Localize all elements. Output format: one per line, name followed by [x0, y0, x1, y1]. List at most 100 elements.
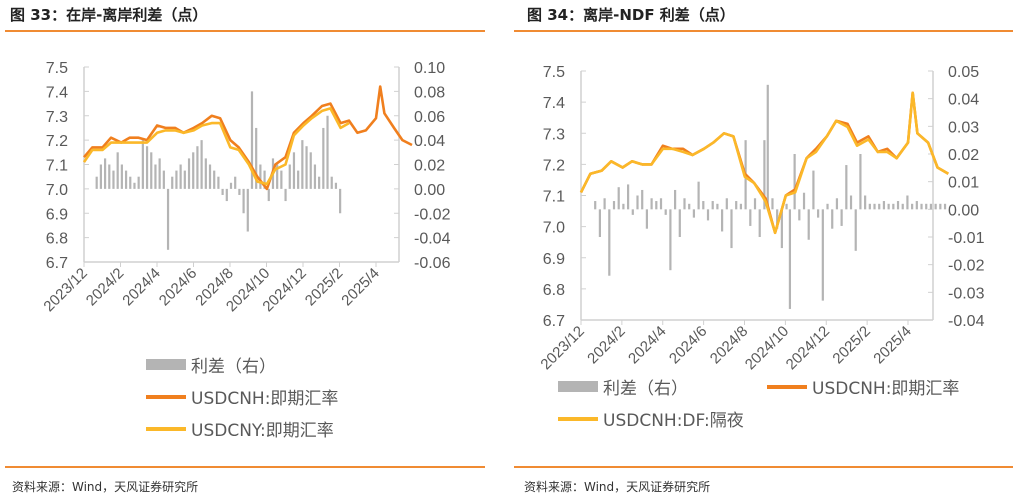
- spread-bar: [758, 209, 761, 237]
- y-tick-label-left: 6.8: [46, 231, 68, 248]
- spread-bar: [292, 152, 296, 189]
- spread-bar: [166, 188, 170, 250]
- legend-swatch-line: [767, 384, 807, 389]
- spread-bar: [204, 158, 207, 189]
- y-tick-label-left: 7.4: [46, 84, 68, 101]
- spread-bar: [678, 209, 681, 237]
- spread-bar: [276, 164, 279, 189]
- spread-bar: [749, 209, 752, 226]
- spread-bar: [669, 209, 672, 271]
- spread-bar: [939, 203, 942, 210]
- spread-bar: [915, 201, 918, 210]
- spread-bar: [776, 209, 779, 229]
- footer-divider: [514, 466, 1013, 468]
- spread-bar: [208, 164, 212, 189]
- footer-divider: [5, 466, 485, 468]
- y-tick-label-right: -0.02: [948, 258, 985, 275]
- x-tick-label: 2025/4: [338, 265, 382, 309]
- spread-bar: [612, 201, 616, 210]
- spread-bar: [301, 140, 304, 189]
- spread-bar: [175, 170, 178, 189]
- y-tick-label-right: 0.05: [948, 64, 979, 81]
- spread-bar: [263, 170, 266, 189]
- spread-bar: [145, 146, 149, 189]
- y-tick-label-right: 0.02: [414, 158, 445, 175]
- spread-bar: [309, 152, 312, 189]
- spread-bar: [95, 176, 98, 189]
- spread-bar: [920, 203, 923, 210]
- spread-bar: [322, 127, 325, 189]
- y-tick-label-left: 7.5: [46, 60, 68, 77]
- spread-bar: [133, 182, 136, 189]
- spread-bar: [711, 201, 714, 210]
- spread-bar: [259, 164, 262, 189]
- spread-bar: [725, 198, 728, 210]
- spread-bar: [817, 209, 820, 218]
- y-tick-label-left: 7.0: [46, 182, 68, 199]
- legend-swatch-line: [146, 426, 186, 431]
- spread-bar: [766, 84, 769, 210]
- spread-bar: [103, 158, 107, 189]
- y-tick-label-right: 0.02: [948, 147, 979, 164]
- y-tick-label-left: 6.9: [46, 206, 68, 223]
- spread-bar: [238, 188, 241, 195]
- legend-label: USDCNH:即期汇率: [191, 389, 339, 409]
- spread-bar: [780, 209, 783, 249]
- spread-bar: [171, 176, 174, 189]
- spread-bar: [868, 203, 871, 210]
- y-tick-label-left: 6.9: [543, 251, 565, 268]
- legend-swatch-bar: [146, 359, 186, 370]
- spread-bar: [878, 203, 881, 210]
- spread-bar: [313, 164, 317, 189]
- y-tick-label-right: 0.08: [414, 84, 445, 101]
- spread-bar: [183, 170, 186, 189]
- legend-label: USDCNH:DF:隔夜: [603, 411, 744, 431]
- spread-bar: [217, 176, 220, 189]
- spread-bar: [284, 188, 287, 202]
- spread-bar: [826, 203, 829, 210]
- spread-bar: [901, 203, 904, 210]
- y-tick-label-right: 0.04: [948, 92, 979, 109]
- y-tick-label-left: 7.3: [543, 126, 565, 143]
- spread-bar: [882, 201, 886, 210]
- spread-bar: [622, 203, 625, 210]
- spread-bar: [650, 198, 653, 210]
- legend-label: USDCNH:即期汇率: [812, 379, 960, 399]
- legend-swatch-bar: [558, 381, 598, 392]
- series-line: [83, 85, 413, 191]
- title-divider: [5, 30, 485, 32]
- spread-bar: [840, 209, 843, 226]
- spread-bar: [664, 209, 667, 215]
- chart-title: 图 33：在岸-离岸利差（点）: [10, 6, 208, 24]
- chart-1: 7.5 7.4 7.3 7.2 7.1 7.0 6.9 6.8 6.7 0.10 0.08 0.06 0…: [40, 60, 450, 315]
- spread-bar: [812, 170, 815, 210]
- spread-bar: [831, 209, 834, 229]
- spread-bar: [739, 203, 743, 210]
- spread-bar: [763, 140, 766, 210]
- spread-bar: [659, 198, 663, 210]
- spread-bar: [793, 154, 796, 210]
- legend-label: 利差（右）: [191, 357, 276, 377]
- title-divider: [514, 30, 1013, 32]
- x-tick-label: 2024/4: [625, 323, 669, 367]
- legend-item-usdcny: USDCNY:即期汇率: [146, 416, 334, 441]
- spread-bar: [179, 164, 182, 189]
- spread-bar: [255, 127, 258, 189]
- spread-bar: [835, 198, 839, 210]
- x-tick-label: 2025/2: [829, 323, 873, 367]
- spread-bar: [845, 165, 848, 210]
- x-tick-label: 2025/2: [302, 265, 346, 309]
- spread-bar: [821, 209, 824, 301]
- spread-bar: [617, 187, 620, 210]
- legend-item-spread: 利差（右）: [558, 374, 688, 399]
- spread-bar: [627, 184, 630, 210]
- spread-bar: [674, 189, 677, 210]
- y-tick-label-right: -0.06: [414, 255, 451, 272]
- spread-bar: [702, 201, 705, 210]
- spread-bar: [334, 182, 338, 189]
- spread-bar: [873, 203, 876, 210]
- spread-bar: [154, 164, 157, 189]
- x-tick-label: 2024/2: [83, 265, 127, 309]
- spread-bar: [297, 170, 300, 189]
